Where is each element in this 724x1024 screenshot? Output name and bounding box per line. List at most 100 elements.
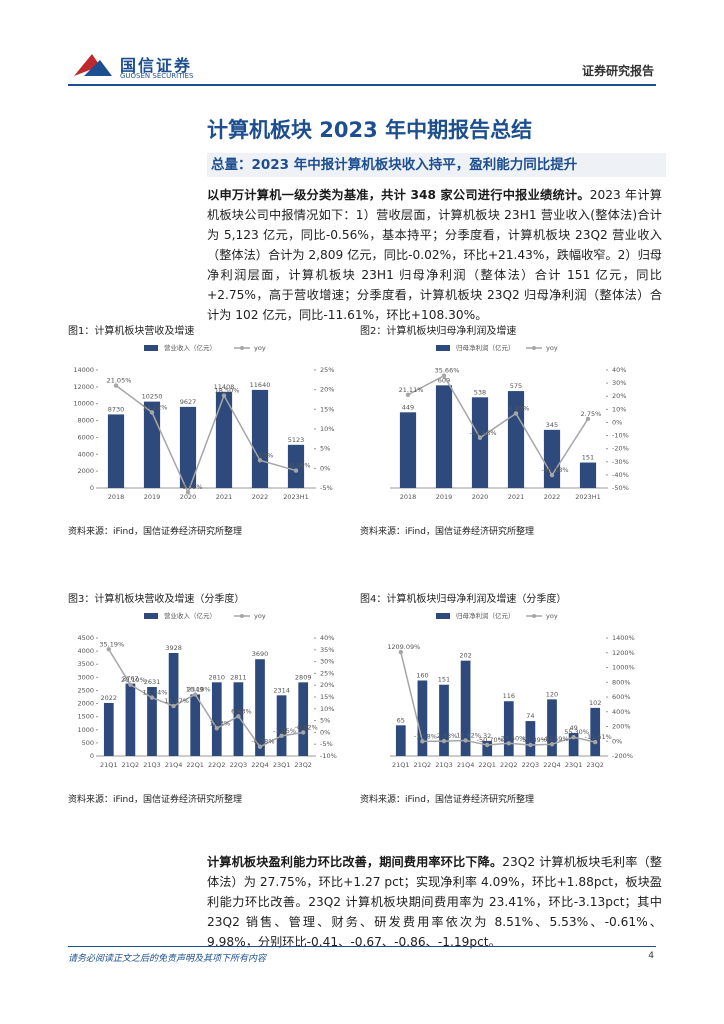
text: 2023 年计算机板块公司中报情况如下：1）营收层面，计算机板块 23H1 营业…: [207, 188, 662, 322]
x-tick-label: 22Q1: [478, 761, 496, 769]
data-label: 14.74%: [143, 689, 168, 697]
y2-tick-label: 25%: [320, 669, 334, 677]
y2-tick-label: -10%: [612, 432, 629, 440]
y2-tick-label: 15%: [320, 693, 334, 701]
line-marker: [279, 733, 284, 739]
data-label: 5123: [288, 436, 305, 444]
x-tick-label: 21Q4: [457, 761, 475, 769]
line: [400, 651, 596, 746]
y-tick-label: 6000: [77, 433, 94, 441]
bar: [103, 702, 114, 756]
data-label: 2314: [273, 686, 290, 694]
page-number: 4: [648, 951, 654, 961]
y2-tick-label: 0%: [320, 464, 330, 472]
y2-tick-label: -30%: [612, 458, 629, 466]
figure-source: 资料来源：iFind，国信证券经济研究所整理: [360, 795, 534, 805]
line-marker: [441, 373, 447, 378]
y2-tick-label: -5%: [320, 484, 333, 492]
chart: -50% -40% -30% -20% -10% 0% 10% 20% 30% 40% 2018 20…: [390, 343, 629, 501]
x-tick-label: 2021: [216, 493, 233, 501]
bar: [399, 412, 417, 488]
data-label: 3690: [252, 650, 269, 658]
data-label: 575: [510, 382, 522, 390]
y2-tick-label: 10%: [612, 405, 626, 413]
y2-tick-label: 800%: [612, 678, 631, 686]
y-tick-label: 8000: [77, 417, 94, 425]
line-marker: [128, 682, 133, 687]
x-tick-label: 2021: [508, 493, 525, 501]
bar: [417, 680, 428, 756]
logo-mark: [70, 50, 116, 80]
data-label: 151: [582, 454, 594, 462]
line-marker: [485, 742, 490, 748]
x-tick-label: 23Q2: [294, 761, 312, 769]
lead: 计算机板块盈利能力环比改善，期间费用率环比下降。: [207, 855, 503, 869]
y2-tick-label: 15%: [320, 405, 334, 413]
line-marker: [528, 742, 533, 748]
y2-tick-label: 1400%: [612, 634, 635, 642]
data-label: -50.89%: [520, 736, 547, 744]
y2-tick-label: 20%: [320, 681, 334, 689]
y2-tick-label: 0%: [612, 737, 622, 745]
legend-swatch: [144, 345, 158, 351]
y2-tick-label: 20%: [320, 386, 334, 394]
y2-tick-label: 5%: [320, 717, 330, 725]
data-label: -0.56%: [288, 462, 311, 470]
legend-label: 归母净利润（亿元）: [456, 611, 515, 620]
data-label: 49: [569, 724, 577, 732]
data-label: -11.68%: [469, 429, 496, 437]
data-label: 2762: [122, 675, 139, 683]
y2-tick-label: 10%: [320, 425, 334, 433]
data-label: -1.45%: [273, 727, 296, 735]
logo-icon: [74, 54, 112, 76]
line-marker: [214, 726, 219, 731]
data-label: 35.66%: [435, 367, 460, 375]
data-label: 2631: [144, 678, 161, 686]
line-marker: [221, 393, 227, 398]
bar: [211, 682, 222, 756]
y2-tick-label: 20%: [612, 392, 626, 400]
data-label: 2811: [230, 673, 247, 681]
x-tick-label: 22Q4: [543, 761, 561, 769]
y-tick-label: 1000: [77, 726, 94, 734]
line-marker: [185, 490, 191, 495]
data-label: 11.17%: [164, 697, 189, 705]
data-label: -6.08%: [180, 483, 203, 491]
line-marker: [585, 416, 591, 422]
legend-label: yoy: [254, 344, 266, 352]
y-tick-label: 12000: [73, 383, 94, 391]
data-label: 74: [526, 712, 534, 720]
data-label: 160: [416, 671, 428, 679]
line-marker: [149, 695, 155, 700]
data-label: -6.08%: [252, 738, 275, 746]
bar: [579, 462, 597, 488]
line-marker: [113, 383, 119, 388]
figure-source: 资料来源：iFind，国信证券经济研究所整理: [360, 527, 534, 537]
bar: [471, 397, 489, 488]
data-label: -11.61%: [585, 733, 612, 741]
y2-tick-label: -10%: [320, 752, 337, 760]
text: 23Q2 计算机板块毛利率（整体法）为 27.75%，环比+1.27 pct；实…: [207, 855, 662, 949]
data-label: 11640: [250, 381, 271, 389]
x-tick-label: 2018: [108, 493, 125, 501]
line-marker: [549, 472, 555, 478]
bar: [568, 732, 579, 756]
data-label: 2809: [295, 673, 312, 681]
chart: -200% 0% 200% 400% 600% 800% 1000% 1200% 1400% 21…: [387, 611, 635, 769]
bar: [507, 391, 525, 488]
data-label: 20.19%: [121, 676, 146, 684]
line-marker: [405, 392, 411, 397]
bar: [287, 444, 305, 488]
y-tick-label: 4000: [77, 450, 94, 458]
data-label: 202: [459, 652, 471, 660]
figure-source: 资料来源：iFind，国信证券经济研究所整理: [68, 795, 242, 805]
legend-swatch: [144, 613, 158, 619]
x-tick-label: 22Q4: [251, 761, 269, 769]
y2-tick-label: 400%: [612, 708, 631, 716]
y-tick-label: 1500: [77, 713, 94, 721]
y2-tick-label: 0%: [612, 418, 622, 426]
logo-cn: 国信证券: [120, 56, 193, 75]
y2-tick-label: 5%: [320, 445, 330, 453]
y-tick-label: 2000: [77, 467, 94, 475]
